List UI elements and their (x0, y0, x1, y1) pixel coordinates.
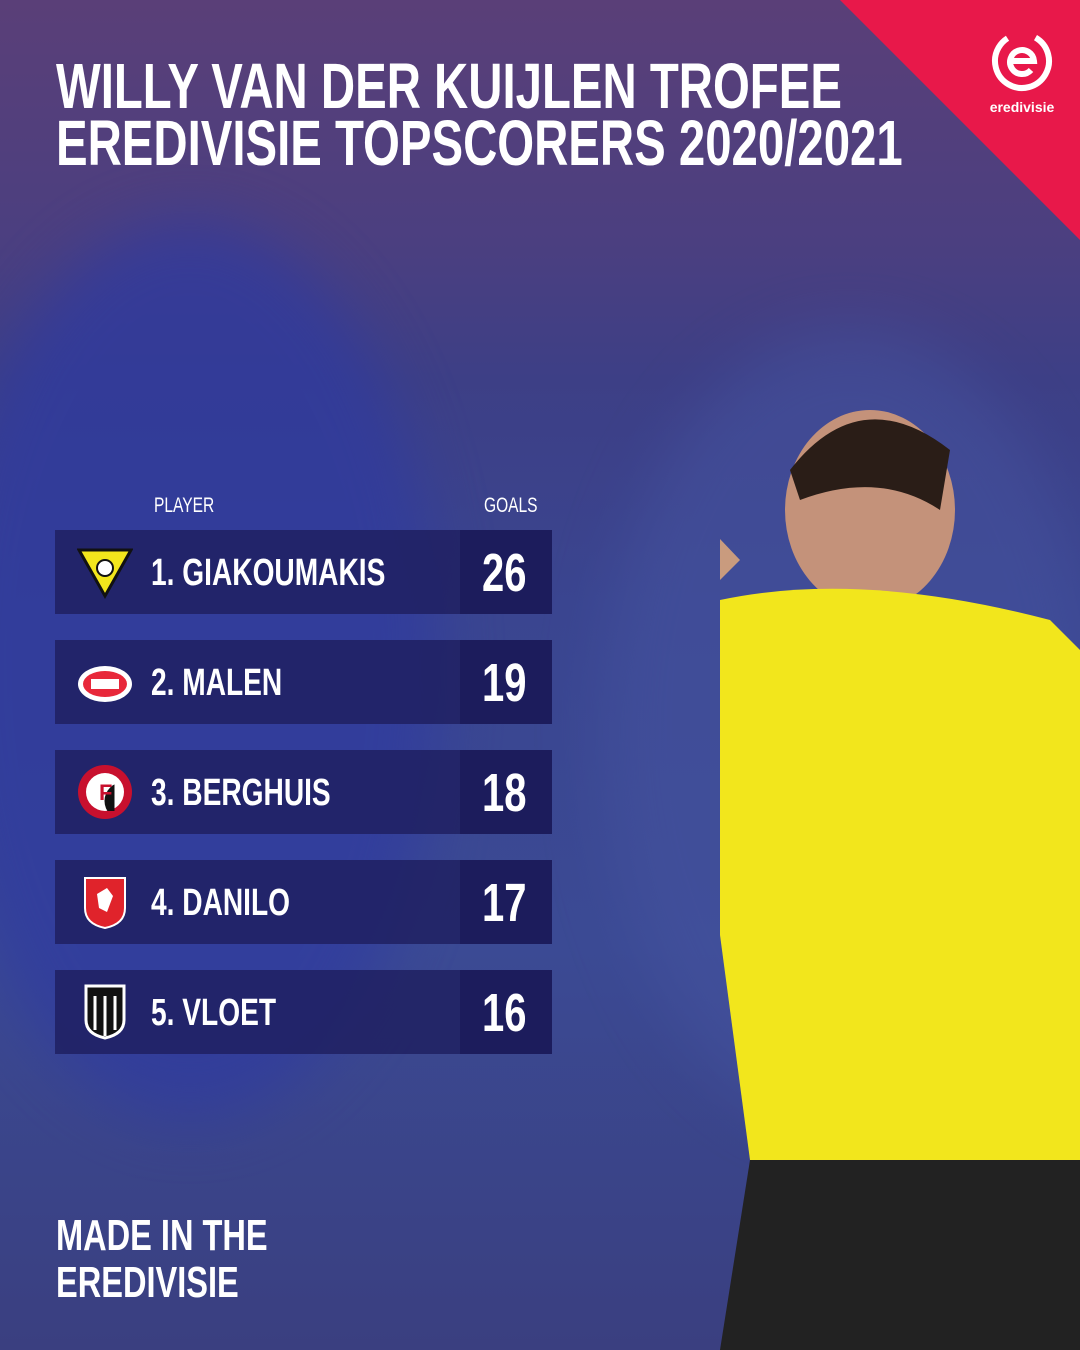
psv-crest-icon (78, 666, 132, 702)
eredivisie-logo: eredivisie (982, 30, 1062, 115)
player-name: 3. BERGHUIS (151, 772, 331, 814)
goals-value: 18 (482, 763, 527, 823)
player-photo-giakoumakis (720, 410, 1080, 1350)
goals-value: 26 (482, 543, 527, 603)
player-name: 2. MALEN (151, 662, 283, 704)
table-row: 5. VLOET 16 (55, 970, 552, 1054)
title-line-1: WILLY VAN DER KUIJLEN TROFEE (56, 50, 842, 122)
player-name: 4. DANILO (151, 882, 291, 924)
goals-value: 16 (482, 983, 527, 1043)
column-header-goals: GOALS (484, 494, 538, 517)
svg-text:F: F (99, 780, 112, 805)
player-name: 5. VLOET (151, 992, 277, 1034)
page-title: WILLY VAN DER KUIJLEN TROFEE EREDIVISIE … (56, 50, 1080, 179)
goals-value: 17 (482, 873, 527, 933)
heracles-crest-icon (84, 984, 126, 1040)
player-name: 1. GIAKOUMAKIS (151, 552, 386, 594)
logo-text: eredivisie (989, 99, 1055, 115)
goals-value: 19 (482, 653, 527, 713)
eredivisie-e-icon (992, 31, 1052, 91)
table-row: 4. DANILO 17 (55, 860, 552, 944)
table-row: F 3. BERGHUIS 18 (55, 750, 552, 834)
table-row: 1. GIAKOUMAKIS 26 (55, 530, 552, 614)
table-row: 2. MALEN 19 (55, 640, 552, 724)
title-line-2: EREDIVISIE TOPSCORERS 2020/2021 (56, 107, 903, 179)
feyenoord-crest-icon: F (78, 765, 132, 819)
footer-slogan: MADE IN THE EREDIVISIE (56, 1212, 342, 1306)
fc-twente-crest-icon (84, 877, 126, 930)
column-header-player: PLAYER (154, 494, 215, 517)
footer-line-1: MADE IN THE (56, 1211, 268, 1260)
vvv-venlo-crest-icon (77, 548, 133, 600)
footer-line-2: EREDIVISIE (56, 1258, 239, 1307)
